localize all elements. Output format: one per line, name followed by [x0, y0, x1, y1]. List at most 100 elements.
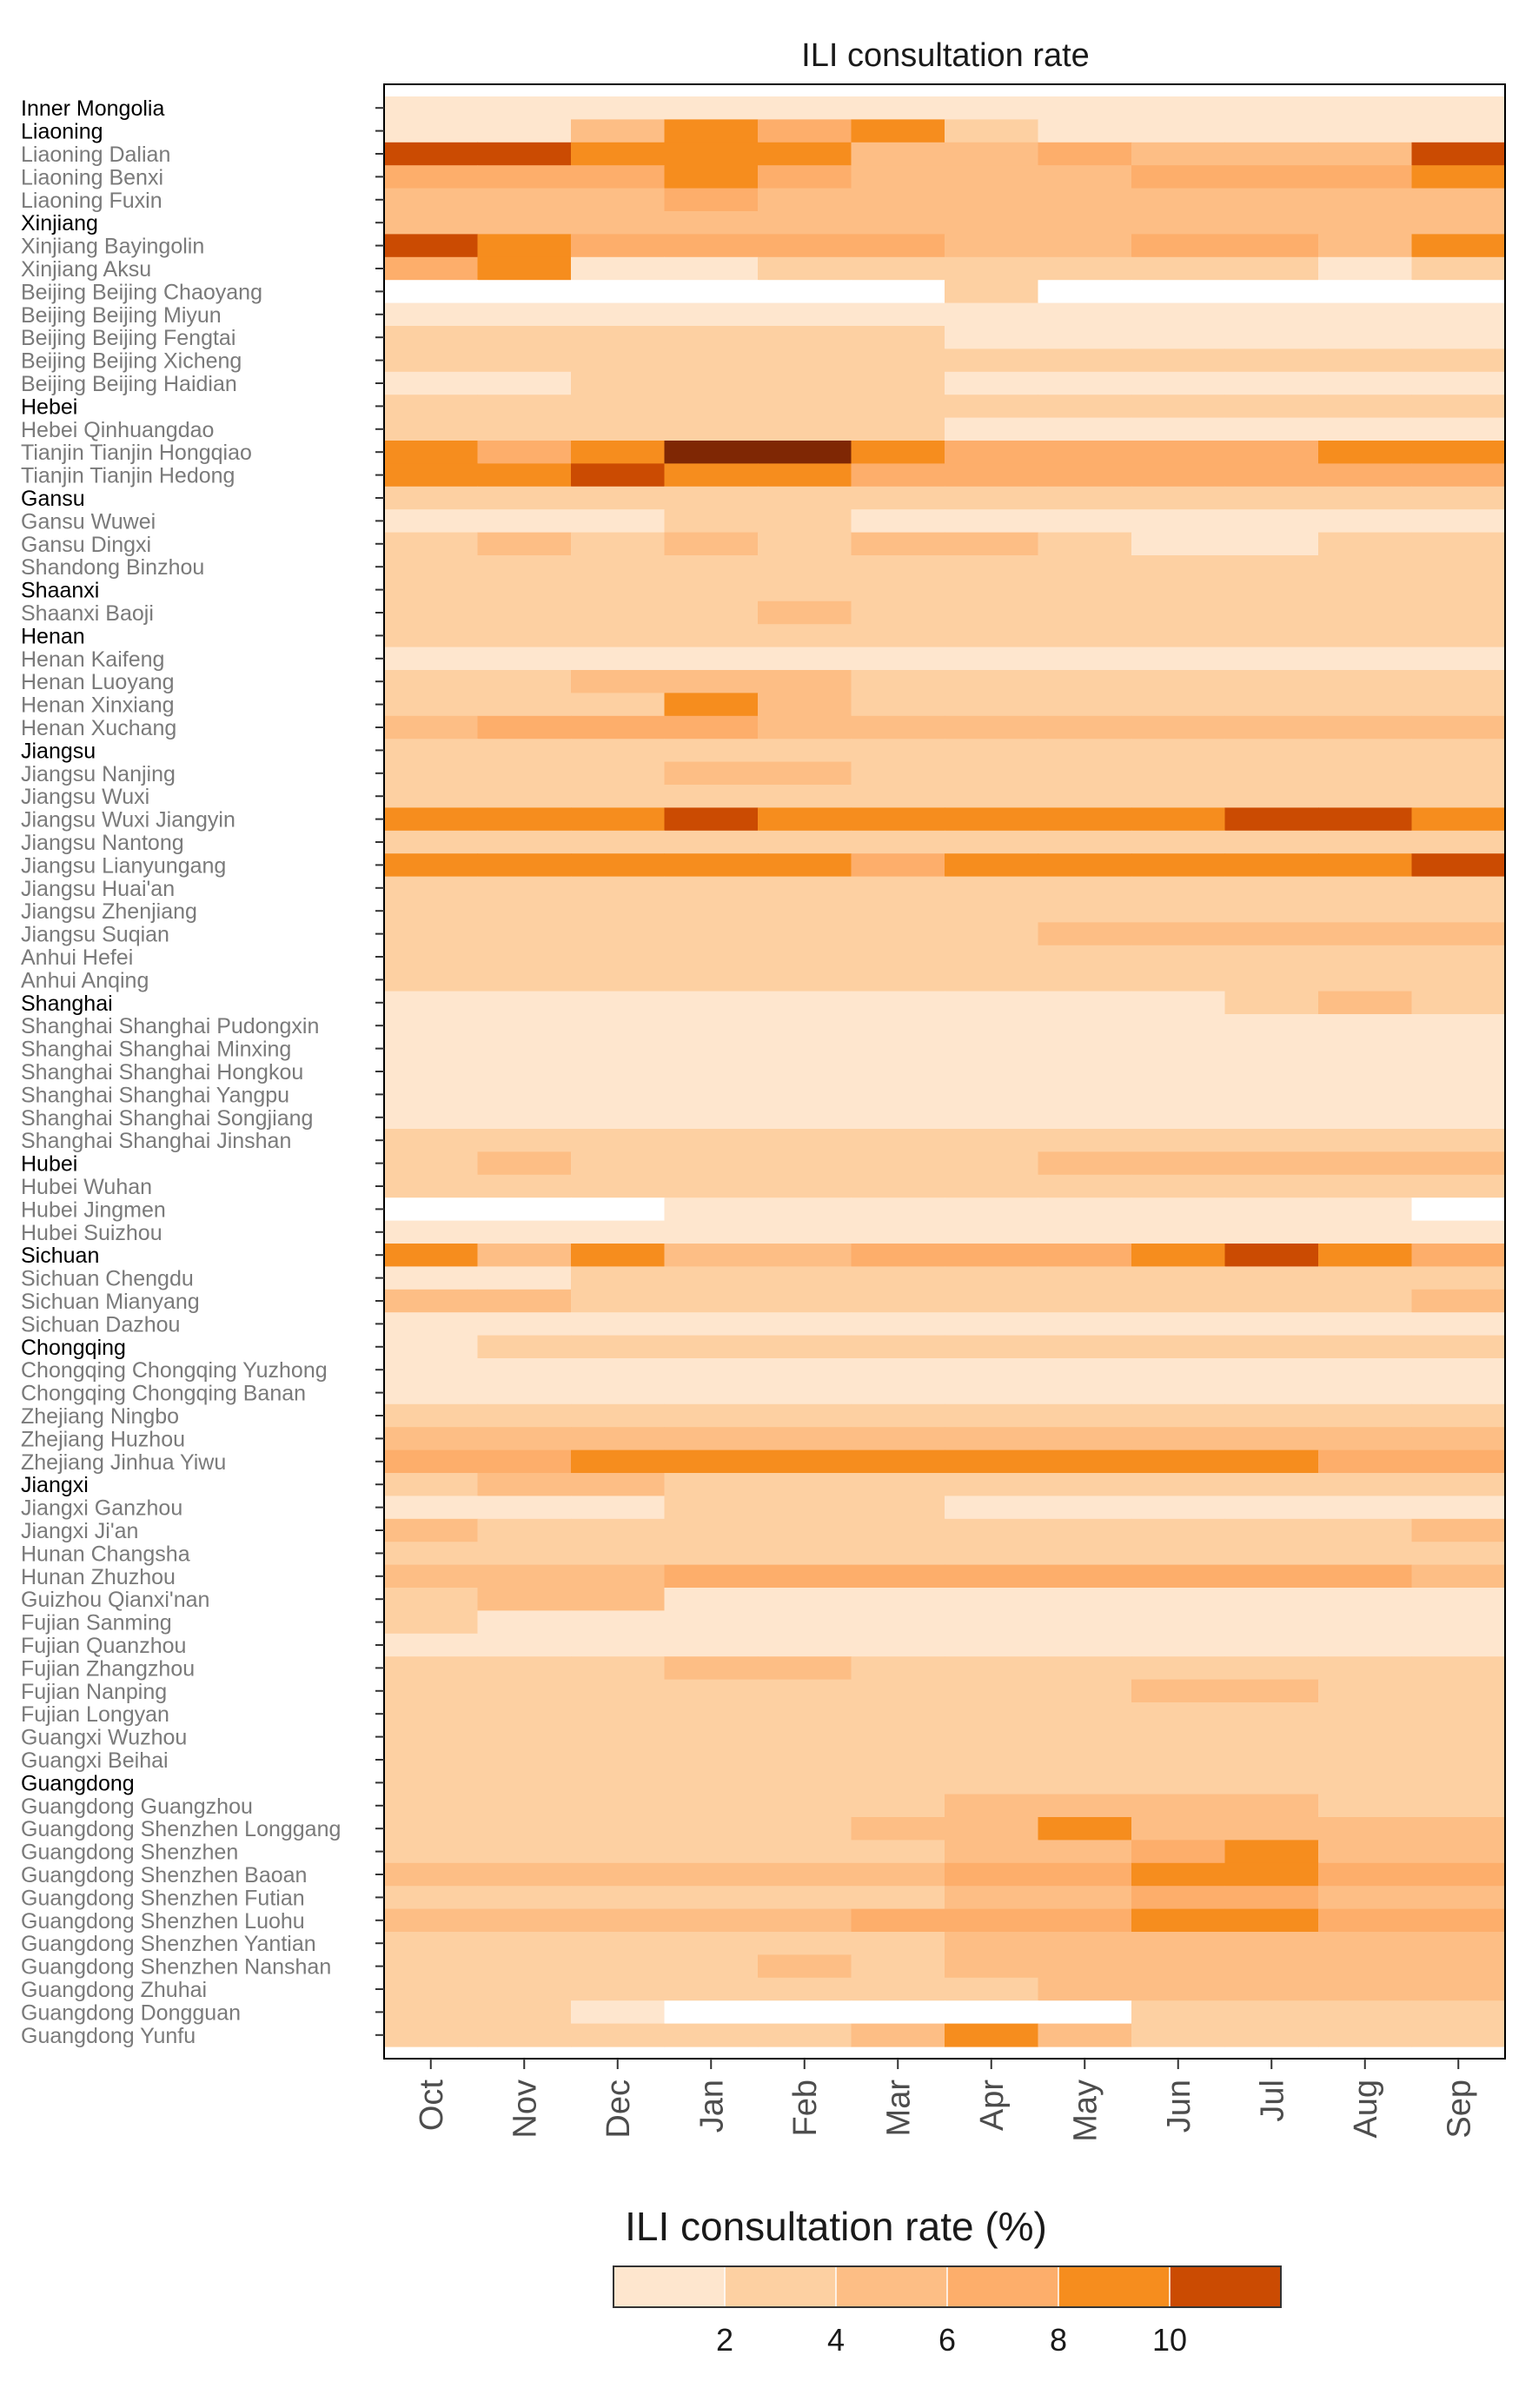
heatmap-cell	[477, 1542, 572, 1566]
heatmap-cell	[571, 1542, 666, 1566]
heatmap-cell	[1038, 96, 1132, 120]
heatmap-cell	[477, 693, 572, 717]
heatmap-cell	[1131, 899, 1226, 923]
heatmap-cell	[664, 1977, 759, 2001]
heatmap-cell	[1131, 1105, 1226, 1130]
heatmap-cell	[664, 1403, 759, 1428]
heatmap-cell	[758, 1656, 852, 1681]
heatmap-cell	[477, 463, 572, 488]
heatmap-cell	[945, 1059, 1039, 1084]
heatmap-cell	[758, 1748, 852, 1772]
heatmap-cell	[758, 1679, 852, 1703]
heatmap-cell	[384, 739, 479, 763]
heatmap-cell	[664, 1174, 759, 1198]
heatmap-cell	[758, 1381, 852, 1405]
heatmap-cell	[851, 348, 945, 373]
heatmap-cell	[664, 326, 759, 349]
heatmap-cell	[1224, 830, 1319, 854]
heatmap-cell	[384, 1633, 479, 1657]
heatmap-cell	[571, 371, 666, 395]
heatmap-cell	[1131, 1403, 1226, 1428]
heatmap-cell	[1131, 1358, 1226, 1382]
heatmap-cell	[1038, 1427, 1132, 1451]
row-label: Jiangsu	[21, 739, 96, 763]
heatmap-cell	[1038, 1794, 1132, 1818]
heatmap-cell	[851, 807, 945, 832]
heatmap-cell	[571, 1908, 666, 1933]
heatmap-cell	[571, 1059, 666, 1084]
row-label: Jiangsu Huai'an	[21, 877, 175, 901]
legend-tick-label: 6	[938, 2322, 956, 2358]
heatmap-cell	[1411, 302, 1506, 327]
heatmap-cell	[758, 463, 852, 488]
heatmap-cell	[477, 1427, 572, 1451]
heatmap-cell	[571, 142, 666, 166]
heatmap-cell	[758, 624, 852, 648]
heatmap-cell	[571, 647, 666, 671]
heatmap-cell	[1411, 1266, 1506, 1290]
heatmap-cell	[571, 417, 666, 441]
row-label: Liaoning Benxi	[21, 165, 163, 189]
heatmap-cell	[945, 1449, 1039, 1474]
heatmap-cell	[851, 1748, 945, 1772]
heatmap-cell	[758, 1174, 852, 1198]
heatmap-cell	[664, 1518, 759, 1542]
heatmap-cell	[1224, 1932, 1319, 1955]
row-label: Liaoning	[21, 120, 103, 144]
heatmap-cell	[571, 1427, 666, 1451]
heatmap-cell	[758, 1129, 852, 1152]
heatmap-cell	[477, 899, 572, 923]
heatmap-cell	[1318, 693, 1413, 717]
row-label: Shanghai	[21, 992, 113, 1016]
heatmap-cell	[1318, 991, 1413, 1015]
heatmap-cell	[1131, 1197, 1226, 1222]
heatmap-cell	[1131, 1037, 1226, 1061]
heatmap-cell	[384, 1725, 479, 1749]
heatmap-cell	[1411, 486, 1506, 510]
heatmap-cell	[945, 1588, 1039, 1611]
heatmap-cell	[1318, 555, 1413, 579]
heatmap-cell	[384, 1220, 479, 1244]
heatmap-cell	[1224, 1679, 1319, 1703]
heatmap-cell	[477, 1518, 572, 1542]
heatmap-cell	[851, 1381, 945, 1405]
heatmap-cell	[1224, 1037, 1319, 1061]
heatmap-cell	[945, 1725, 1039, 1749]
row-label: Shanghai Shanghai Yangpu	[21, 1083, 289, 1107]
heatmap-cell	[477, 1725, 572, 1749]
month-label: Sep	[1441, 2080, 1477, 2139]
heatmap-cell	[1224, 326, 1319, 349]
heatmap-cell	[851, 1129, 945, 1152]
heatmap-cell	[477, 326, 572, 349]
heatmap-cell	[1224, 188, 1319, 212]
heatmap-cell	[1038, 1656, 1132, 1681]
heatmap-cell	[1038, 1932, 1132, 1955]
heatmap-cell	[945, 280, 1039, 304]
heatmap-cell	[1038, 1266, 1132, 1290]
heatmap-cell	[1038, 1633, 1132, 1657]
heatmap-cell	[477, 256, 572, 281]
heatmap-cell	[758, 96, 852, 120]
heatmap-cell	[1411, 853, 1506, 878]
heatmap-cell	[1038, 1817, 1132, 1841]
row-label: Liaoning Fuxin	[21, 189, 162, 213]
heatmap-cell	[571, 211, 666, 235]
heatmap-cell	[1224, 968, 1319, 992]
heatmap-cell	[477, 1633, 572, 1657]
heatmap-cell	[384, 1817, 479, 1841]
heatmap-cell	[1224, 395, 1319, 419]
heatmap-cells	[384, 96, 1506, 2047]
heatmap-cell	[1038, 1702, 1132, 1726]
heatmap-cell	[1038, 600, 1132, 625]
heatmap-cell	[1411, 1014, 1506, 1038]
heatmap-cell	[1038, 1381, 1132, 1405]
heatmap-cell	[758, 1220, 852, 1244]
heatmap-cell	[1038, 1129, 1132, 1152]
heatmap-cell	[384, 142, 479, 166]
heatmap-cell	[1318, 96, 1413, 120]
heatmap-cell	[384, 1771, 479, 1795]
heatmap-cell	[664, 1083, 759, 1107]
heatmap-cell	[384, 945, 479, 969]
heatmap-cell	[1318, 1932, 1413, 1955]
heatmap-cell	[477, 600, 572, 625]
